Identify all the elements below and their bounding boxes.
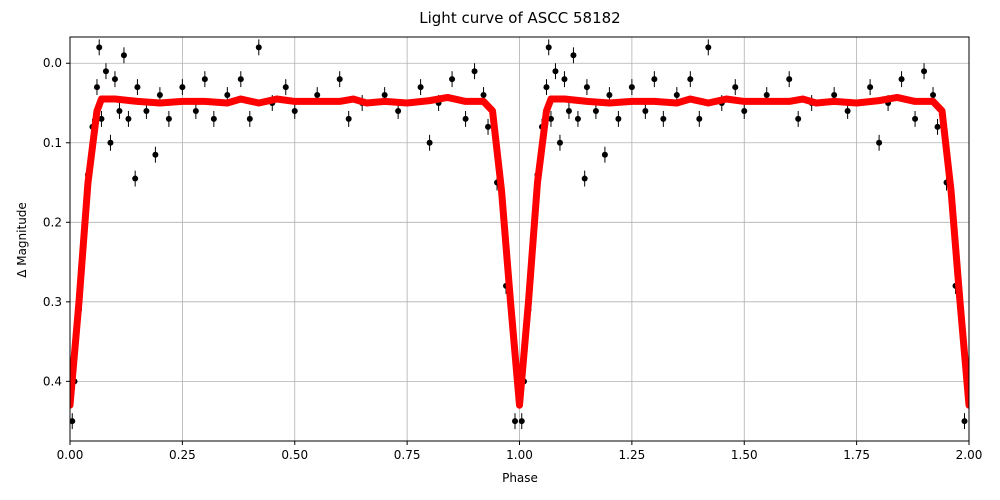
data-point [381, 92, 388, 99]
x-tick-label: 1.00 [506, 448, 533, 462]
data-point [449, 76, 456, 83]
data-point [547, 115, 554, 122]
data-point [132, 175, 139, 182]
model-line [70, 93, 969, 409]
data-point [795, 115, 802, 122]
data-point [345, 115, 352, 122]
data-point [111, 76, 118, 83]
data-point [116, 107, 123, 114]
data-point [291, 107, 298, 114]
data-point [763, 92, 770, 99]
data-point [565, 107, 572, 114]
data-point [192, 107, 199, 114]
data-point [673, 92, 680, 99]
data-point [581, 175, 588, 182]
data-point [518, 418, 525, 425]
x-tick-label: 1.25 [619, 448, 646, 462]
data-point [70, 418, 76, 425]
data-point [120, 52, 127, 59]
data-point [705, 44, 712, 51]
data-point [417, 84, 424, 91]
data-point [462, 115, 469, 122]
data-point [134, 84, 141, 91]
data-point [543, 84, 550, 91]
data-point [574, 115, 581, 122]
data-point [867, 84, 874, 91]
chart-title: Light curve of ASCC 58182 [419, 9, 620, 27]
y-axis-label: Δ Magnitude [15, 202, 29, 278]
x-tick-label: 2.00 [956, 448, 983, 462]
data-point [732, 84, 739, 91]
data-point [601, 151, 608, 158]
x-tick-label: 0.50 [281, 448, 308, 462]
data-point [642, 107, 649, 114]
y-tick-label: 0.2 [43, 215, 62, 229]
data-point [246, 115, 253, 122]
data-point [471, 68, 478, 75]
x-tick-label: 0.00 [57, 448, 84, 462]
data-point [606, 92, 613, 99]
plot-frame [69, 36, 970, 442]
data-point [314, 92, 321, 99]
x-tick-label: 1.50 [731, 448, 758, 462]
data-point [583, 84, 590, 91]
data-point [545, 44, 552, 51]
data-point [930, 92, 937, 99]
data-point [255, 44, 262, 51]
data-point [96, 44, 103, 51]
data-point [844, 107, 851, 114]
data-point [687, 76, 694, 83]
data-point [210, 115, 217, 122]
data-point [512, 418, 519, 425]
data-point [628, 84, 635, 91]
data-point [831, 92, 838, 99]
data-point [921, 68, 928, 75]
data-point [179, 84, 186, 91]
data-point [336, 76, 343, 83]
data-point [125, 115, 132, 122]
data-point [898, 76, 905, 83]
data-point [156, 92, 163, 99]
data-point [282, 84, 289, 91]
data-point [165, 115, 172, 122]
data-point [107, 139, 114, 146]
data-point [152, 151, 159, 158]
y-tick-label: 0.0 [43, 56, 62, 70]
data-point [741, 107, 748, 114]
y-tick-label: 0.3 [43, 295, 62, 309]
data-point [426, 139, 433, 146]
data-point [961, 418, 968, 425]
data-point [552, 68, 559, 75]
data-point [143, 107, 150, 114]
data-point [102, 68, 109, 75]
data-point [480, 92, 487, 99]
data-point [696, 115, 703, 122]
y-tick-label: 0.4 [43, 374, 62, 388]
y-tick-label: 0.1 [43, 136, 62, 150]
x-tick-label: 1.75 [843, 448, 870, 462]
data-point [485, 123, 492, 130]
data-point [201, 76, 208, 83]
data-point [651, 76, 658, 83]
data-point [224, 92, 231, 99]
data-point [615, 115, 622, 122]
data-point [93, 84, 100, 91]
data-point [570, 52, 577, 59]
data-point [592, 107, 599, 114]
data-point [786, 76, 793, 83]
x-axis-label: Phase [502, 471, 538, 485]
data-point [876, 139, 883, 146]
data-point [934, 123, 941, 130]
data-point [561, 76, 568, 83]
data-point [912, 115, 919, 122]
data-point [660, 115, 667, 122]
x-tick-label: 0.75 [394, 448, 421, 462]
data-point [237, 76, 244, 83]
data-point [98, 115, 105, 122]
x-tick-label: 0.25 [169, 448, 196, 462]
data-point [556, 139, 563, 146]
marks [70, 39, 969, 430]
data-point [395, 107, 402, 114]
